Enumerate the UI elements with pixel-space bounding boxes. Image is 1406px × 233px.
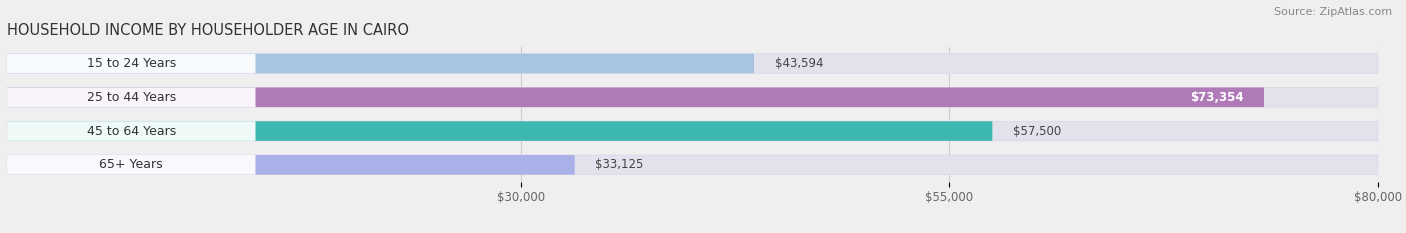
Text: $57,500: $57,500 — [1012, 125, 1062, 137]
FancyBboxPatch shape — [7, 54, 256, 73]
Text: Source: ZipAtlas.com: Source: ZipAtlas.com — [1274, 7, 1392, 17]
FancyBboxPatch shape — [7, 121, 256, 141]
FancyBboxPatch shape — [7, 87, 1378, 107]
FancyBboxPatch shape — [7, 87, 256, 107]
FancyBboxPatch shape — [7, 54, 1378, 73]
Text: 25 to 44 Years: 25 to 44 Years — [87, 91, 176, 104]
Text: 15 to 24 Years: 15 to 24 Years — [87, 57, 176, 70]
FancyBboxPatch shape — [7, 155, 1378, 175]
FancyBboxPatch shape — [7, 54, 754, 73]
FancyBboxPatch shape — [7, 155, 575, 175]
FancyBboxPatch shape — [7, 121, 1378, 141]
Text: $43,594: $43,594 — [775, 57, 823, 70]
FancyBboxPatch shape — [7, 121, 993, 141]
FancyBboxPatch shape — [7, 87, 1264, 107]
Text: HOUSEHOLD INCOME BY HOUSEHOLDER AGE IN CAIRO: HOUSEHOLD INCOME BY HOUSEHOLDER AGE IN C… — [7, 24, 409, 38]
Text: $73,354: $73,354 — [1189, 91, 1243, 104]
FancyBboxPatch shape — [7, 155, 256, 175]
Text: 45 to 64 Years: 45 to 64 Years — [87, 125, 176, 137]
Text: $33,125: $33,125 — [595, 158, 644, 171]
Text: 65+ Years: 65+ Years — [100, 158, 163, 171]
